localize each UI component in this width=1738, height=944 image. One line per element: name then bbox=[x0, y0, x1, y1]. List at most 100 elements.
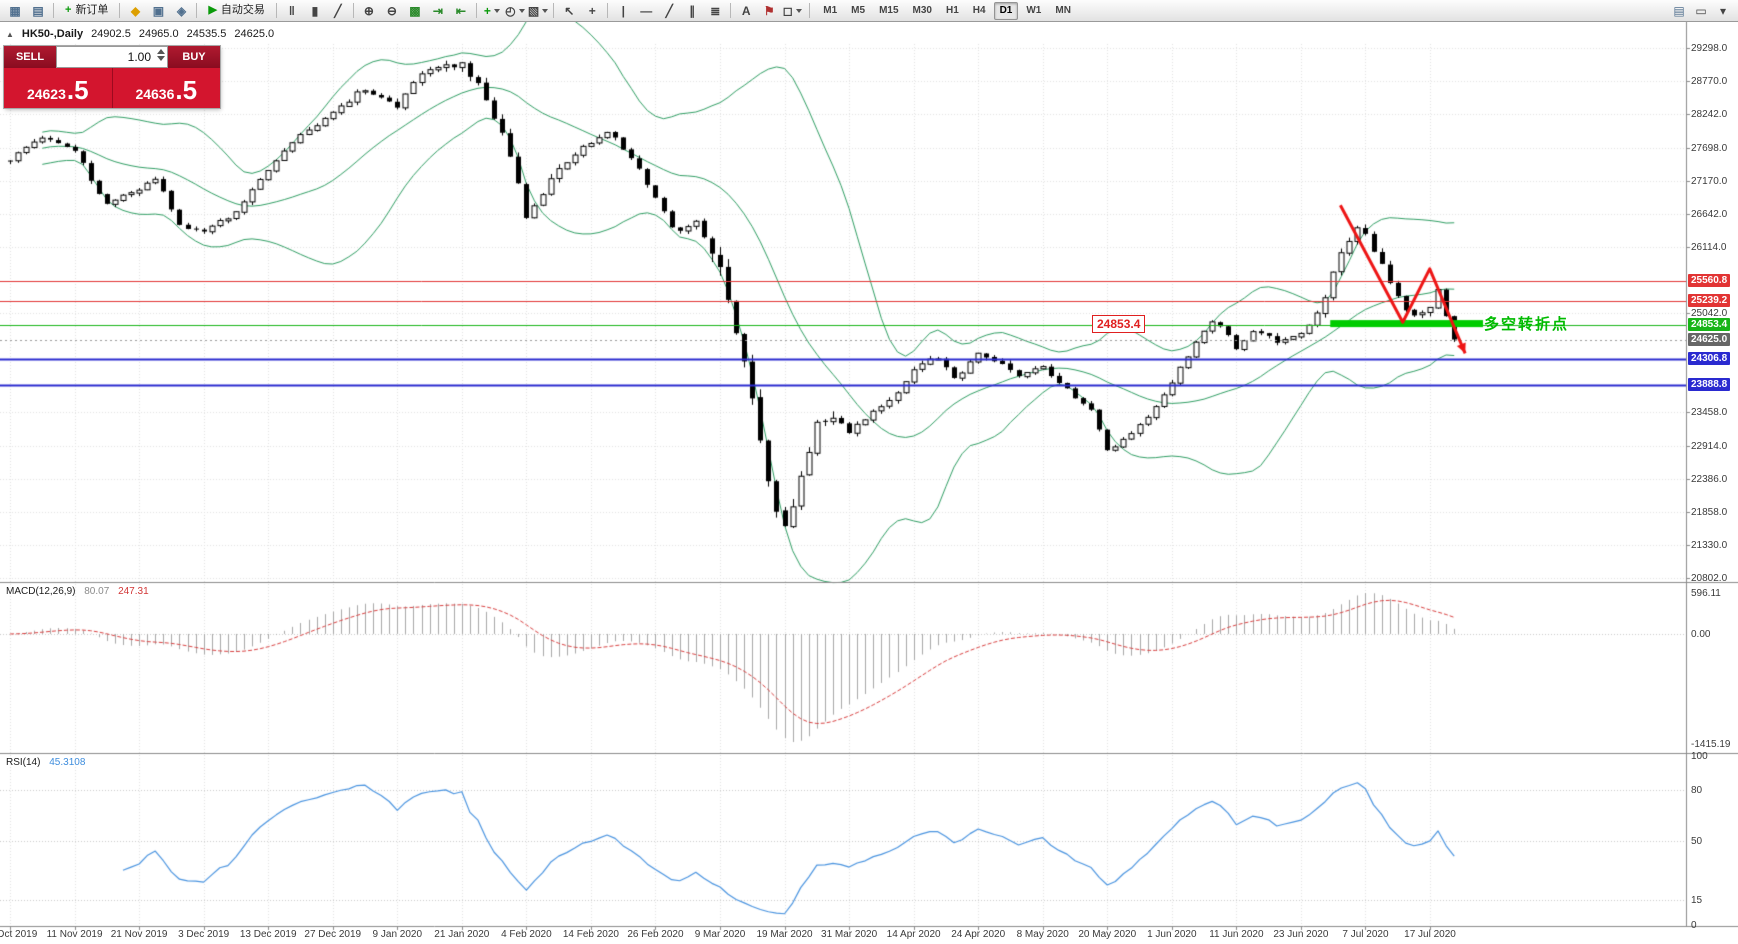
new-chart-icon[interactable]: ▦ bbox=[4, 1, 26, 21]
metaeditor-icon[interactable]: ◆ bbox=[124, 1, 146, 21]
macd-axis-label: 0.00 bbox=[1691, 628, 1711, 640]
terminal-icon[interactable]: ▣ bbox=[147, 1, 169, 21]
periods-icon[interactable]: ◴ bbox=[504, 1, 526, 21]
timeframe-h4-button[interactable]: H4 bbox=[972, 5, 986, 16]
line-chart-icon[interactable]: ╱ bbox=[327, 1, 349, 21]
toolbar-right-icons: ▤ ▭ ▾ bbox=[1668, 1, 1734, 21]
toolbar-separator bbox=[553, 3, 555, 18]
bar-chart-icon[interactable]: ‖ bbox=[281, 1, 303, 21]
fibonacci-icon[interactable]: ≣ bbox=[704, 1, 726, 21]
tile-windows-icon-glyph: ▩ bbox=[409, 3, 421, 18]
price-chart-canvas[interactable] bbox=[0, 22, 1738, 944]
time-axis-label: 20 May 2020 bbox=[1078, 929, 1137, 940]
timeframe-m15-button[interactable]: M15 bbox=[879, 5, 899, 16]
vertical-line-icon[interactable]: | bbox=[612, 1, 634, 21]
chart-low-value: 24535.5 bbox=[186, 28, 227, 40]
templates-icon[interactable]: ▧ bbox=[527, 1, 549, 21]
new-order-button[interactable]: + 新订单 bbox=[58, 1, 115, 21]
collapse-panel-icon[interactable]: ▲ bbox=[6, 29, 14, 39]
toolbar-group: ▶ 自动交易 bbox=[201, 1, 271, 21]
candlestick-chart-icon[interactable]: ▮ bbox=[304, 1, 326, 21]
one-click-trading-panel: SELL 1.00 BUY 24623.5 24636.5 bbox=[4, 46, 220, 108]
sell-price[interactable]: 24623.5 bbox=[4, 68, 113, 108]
trendline-icon-glyph: ╱ bbox=[665, 3, 673, 18]
templates-caret-icon bbox=[542, 8, 549, 13]
time-axis-label: 8 May 2020 bbox=[1016, 929, 1069, 940]
volume-up-icon[interactable] bbox=[157, 49, 165, 54]
toolbar-group: ‖ ▮ ╱ bbox=[281, 1, 349, 21]
volume-value[interactable]: 1.00 bbox=[127, 50, 151, 64]
time-axis-label: 17 Jul 2020 bbox=[1404, 929, 1456, 940]
price-axis-label: 22914.0 bbox=[1691, 441, 1728, 453]
price-axis-label: 27170.0 bbox=[1691, 175, 1728, 187]
rsi-axis-label: 50 bbox=[1691, 835, 1703, 847]
timeframe-mn-button[interactable]: MN bbox=[1055, 5, 1071, 16]
price-axis-label: 20802.0 bbox=[1691, 573, 1728, 584]
popup-menu-icon[interactable]: ▾ bbox=[1719, 3, 1727, 18]
timeframe-h1-button[interactable]: H1 bbox=[945, 5, 959, 16]
main-toolbar: ▦ ▤ + 新订单 ◆ ▣ ◈ ▶ 自动交易 ‖ ▮ ╱ ⊕ ⊖ ▩ ⇥ ⇤ + ◴ ▧ ↖ + | — ╱ ∥ ≣ A ⚑ ◻ M1 M5… bbox=[0, 0, 1738, 22]
macd-title: MACD(12,26,9) bbox=[6, 586, 76, 597]
autotrading-button[interactable]: ▶ 自动交易 bbox=[201, 1, 271, 21]
price-axis-label: 22386.0 bbox=[1691, 474, 1728, 486]
new-chart-icon-glyph: ▦ bbox=[9, 3, 21, 18]
toolbar-group: ↖ + bbox=[558, 1, 603, 21]
price-axis-label: 28242.0 bbox=[1691, 108, 1728, 120]
macd-axis-label: -1415.19 bbox=[1691, 739, 1731, 750]
crosshair-icon-glyph: + bbox=[588, 3, 596, 18]
zoom-out-icon[interactable]: ⊖ bbox=[381, 1, 403, 21]
time-axis-label: 14 Feb 2020 bbox=[562, 929, 619, 940]
shapes-tool-icon[interactable]: ◻ bbox=[781, 1, 803, 21]
indicators-caret-icon bbox=[493, 8, 500, 13]
toolbar-group: A ⚑ ◻ bbox=[735, 1, 803, 21]
crosshair-icon[interactable]: + bbox=[581, 1, 603, 21]
time-axis-label: 1 Jun 2020 bbox=[1147, 929, 1197, 940]
rsi-indicator-label: RSI(14) 45.3108 bbox=[6, 757, 85, 768]
navigator-icon[interactable]: ◈ bbox=[170, 1, 192, 21]
text-tool-icon[interactable]: A bbox=[735, 1, 757, 21]
sell-button[interactable]: SELL bbox=[4, 46, 56, 68]
time-axis-label: 13 Dec 2019 bbox=[239, 929, 297, 940]
templates-icon-glyph: ▧ bbox=[527, 3, 540, 18]
buy-button[interactable]: BUY bbox=[168, 46, 220, 68]
shapes-tool-icon-glyph: ◻ bbox=[782, 3, 793, 18]
trendline-icon[interactable]: ╱ bbox=[658, 1, 680, 21]
volume-down-icon[interactable] bbox=[157, 56, 165, 61]
trade-panel-controls: SELL 1.00 BUY bbox=[4, 46, 220, 68]
macd-indicator-label: MACD(12,26,9) 80.07 247.31 bbox=[6, 586, 149, 597]
timeframe-m1-button[interactable]: M1 bbox=[823, 5, 838, 16]
metaeditor-icon-glyph: ◆ bbox=[130, 3, 141, 18]
cursor-icon[interactable]: ↖ bbox=[558, 1, 580, 21]
zoom-out-icon-glyph: ⊖ bbox=[386, 3, 397, 18]
chart-shift-icon[interactable]: ⇤ bbox=[450, 1, 472, 21]
time-axis-label: 23 Jun 2020 bbox=[1273, 929, 1329, 940]
timeframe-m30-button[interactable]: M30 bbox=[912, 5, 932, 16]
timeframe-m5-button[interactable]: M5 bbox=[851, 5, 866, 16]
price-axis-badge: 24306.8 bbox=[1688, 352, 1731, 366]
zoom-in-icon[interactable]: ⊕ bbox=[358, 1, 380, 21]
docking-icon[interactable]: ▭ bbox=[1695, 3, 1707, 18]
toolbar-group: ◆ ▣ ◈ bbox=[124, 1, 192, 21]
price-axis-label: 21330.0 bbox=[1691, 540, 1728, 552]
toolbar-separator bbox=[119, 3, 121, 18]
arrows-tool-icon[interactable]: ⚑ bbox=[758, 1, 780, 21]
chart-symbol-period: HK50-,Daily bbox=[21, 28, 84, 40]
volume-field[interactable]: 1.00 bbox=[56, 46, 168, 68]
indicators-icon[interactable]: + bbox=[481, 1, 503, 21]
time-axis-label: 4 Feb 2020 bbox=[501, 929, 552, 940]
price-axis-label: 28770.0 bbox=[1691, 75, 1728, 87]
price-axis-label: 27698.0 bbox=[1691, 142, 1728, 154]
buy-price[interactable]: 24636.5 bbox=[112, 68, 220, 108]
timeframe-w1-button[interactable]: W1 bbox=[1026, 5, 1042, 16]
profiles-icon[interactable]: ▤ bbox=[27, 1, 49, 21]
horizontal-line-icon[interactable]: — bbox=[635, 1, 657, 21]
time-axis-label: 26 Feb 2020 bbox=[627, 929, 684, 940]
auto-scroll-icon[interactable]: ⇥ bbox=[427, 1, 449, 21]
toolbar-separator bbox=[53, 3, 54, 18]
cursor-icon-glyph: ↖ bbox=[564, 3, 575, 18]
shapes-tool-caret-icon bbox=[795, 8, 802, 13]
tile-windows-icon[interactable]: ▩ bbox=[404, 1, 426, 21]
timeframe-d1-button[interactable]: D1 bbox=[993, 1, 1019, 20]
equidistant-channel-icon[interactable]: ∥ bbox=[681, 1, 703, 21]
print-icon[interactable]: ▤ bbox=[1673, 3, 1685, 18]
